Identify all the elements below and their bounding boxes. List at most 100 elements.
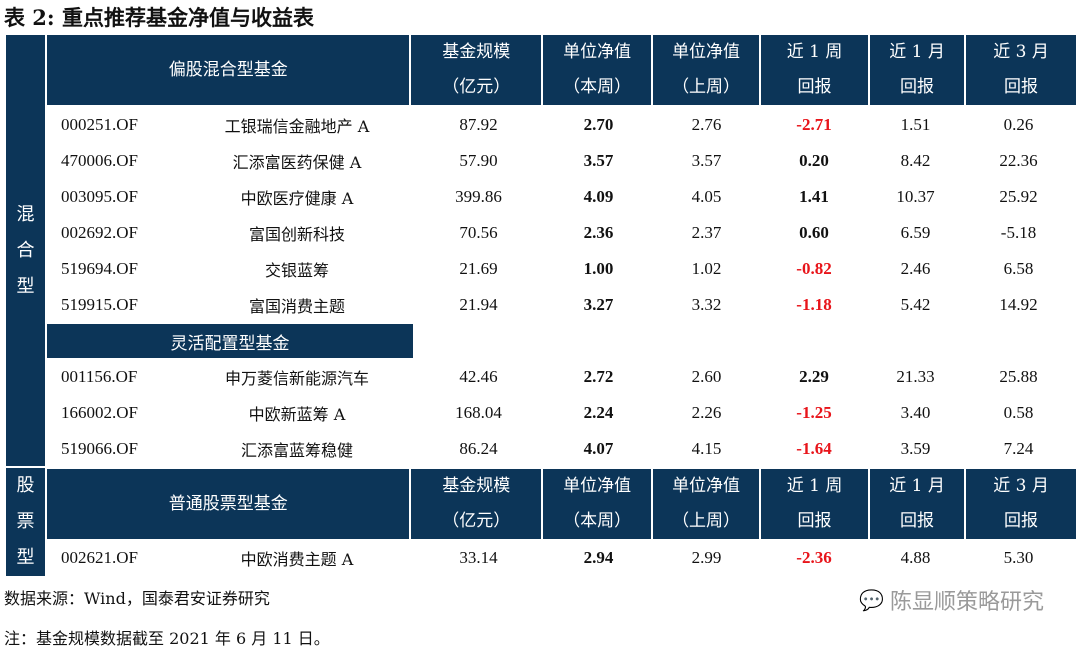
watermark: 💬 陈显顺策略研究 — [859, 584, 1044, 616]
table-row: 000251.OF 工银瑞信金融地产 A 87.92 2.70 2.76 -2.… — [47, 107, 1076, 143]
return-1m: 10.37 — [896, 187, 935, 206]
return-3m: -5.18 — [1000, 223, 1037, 242]
return-1w: -1.18 — [796, 295, 832, 314]
column-header-line: 单位净值 — [563, 42, 632, 62]
fund-code: 519066.OF — [61, 439, 138, 458]
column-header-line: （亿元） — [442, 511, 511, 531]
nav-current: 3.27 — [583, 295, 614, 314]
fund-size: 42.46 — [459, 367, 498, 386]
return-3m: 25.92 — [999, 187, 1038, 206]
fund-code: 002692.OF — [61, 223, 138, 242]
return-3m: 22.36 — [999, 151, 1038, 170]
fund-size: 57.90 — [459, 151, 498, 170]
fund-code: 000251.OF — [61, 115, 138, 134]
nav-previous: 4.05 — [691, 187, 722, 206]
wechat-icon: 💬 — [859, 588, 884, 612]
column-header-line: 回报 — [900, 77, 935, 97]
footnote: 注：基金规模数据截至 2021 年 6 月 11 日。 — [4, 629, 330, 648]
nav-current: 4.09 — [583, 187, 614, 206]
nav-previous: 2.26 — [691, 403, 722, 422]
nav-current: 2.94 — [583, 548, 614, 567]
table-row: 519694.OF 交银蓝筹 21.69 1.00 1.02 -0.82 2.4… — [47, 251, 1076, 287]
fund-size: 21.94 — [459, 295, 498, 314]
fund-size: 33.14 — [459, 548, 498, 567]
nav-current: 4.07 — [583, 439, 614, 458]
fund-size: 87.92 — [459, 115, 498, 134]
column-header-line: 近 1 月 — [889, 476, 945, 496]
nav-current: 2.24 — [583, 403, 614, 422]
fund-size: 399.86 — [455, 187, 502, 206]
nav-previous: 1.02 — [691, 259, 722, 278]
column-header-w1: 近 1 周回报 — [761, 469, 868, 539]
return-1w: -0.82 — [796, 259, 832, 278]
return-3m: 14.92 — [999, 295, 1038, 314]
group-header-flexible: 灵活配置型基金 — [47, 324, 413, 358]
nav-current: 2.72 — [583, 367, 614, 386]
return-3m: 5.30 — [1003, 548, 1034, 567]
return-1m: 3.40 — [900, 403, 931, 422]
nav-previous: 3.32 — [691, 295, 722, 314]
return-1m: 21.33 — [896, 367, 935, 386]
table-title: 表 2: 重点推荐基金净值与收益表 — [4, 5, 314, 30]
fund-name: 申万菱信新能源汽车 — [224, 369, 369, 388]
fund-code: 003095.OF — [61, 187, 138, 206]
side-char: 票 — [16, 511, 35, 532]
column-header-nav_prev: 单位净值 （上周） — [653, 35, 760, 105]
header-row-stock: 普通股票型基金 基金规模 （亿元） 单位净值 （本周） 单位净值 （上周）近 1 周回报近 … — [47, 469, 1076, 539]
fund-name: 中欧新蓝筹 A — [248, 405, 346, 424]
column-header-m3: 近 3 月回报 — [966, 35, 1076, 105]
fund-name: 中欧医疗健康 A — [240, 189, 354, 208]
column-header-line: 近 1 周 — [786, 42, 843, 62]
return-1w: 2.29 — [799, 367, 829, 386]
header-row-mixed: 偏股混合型基金 基金规模 （亿元） 单位净值 （本周） 单位净值 （上周）近 1 周回报近 … — [47, 35, 1076, 105]
column-header-line: 回报 — [797, 77, 832, 97]
nav-current: 3.57 — [583, 151, 614, 170]
side-char: 股 — [16, 475, 35, 496]
fund-code: 001156.OF — [61, 367, 138, 386]
nav-current: 2.70 — [583, 115, 614, 134]
return-1m: 3.59 — [900, 439, 931, 458]
return-1m: 4.88 — [900, 548, 931, 567]
column-header-line: （本周） — [563, 511, 632, 531]
side-char: 型 — [16, 275, 35, 297]
side-char: 型 — [16, 547, 35, 568]
return-3m: 6.58 — [1003, 259, 1034, 278]
table-row: 003095.OF 中欧医疗健康 A 399.86 4.09 4.05 1.41… — [47, 179, 1076, 215]
column-header-line: 单位净值 — [672, 476, 741, 496]
return-1w: 0.60 — [799, 223, 829, 242]
fund-code: 166002.OF — [61, 403, 138, 422]
watermark-text: 陈显顺策略研究 — [889, 590, 1044, 615]
side-char: 混 — [16, 203, 35, 225]
nav-previous: 2.60 — [691, 367, 722, 386]
nav-current: 2.36 — [583, 223, 614, 242]
fund-code: 519915.OF — [61, 295, 138, 314]
nav-current: 1.00 — [583, 259, 614, 278]
return-1m: 2.46 — [900, 259, 931, 278]
column-header-nav_cur: 单位净值 （本周） — [543, 469, 652, 539]
column-header-line: 近 3 月 — [993, 476, 1049, 496]
fund-name: 汇添富医药保健 A — [232, 153, 362, 172]
source-note: 数据来源：Wind，国泰君安证券研究 — [4, 589, 270, 608]
column-header-line: （上周） — [672, 77, 741, 97]
side-label-stock: 股 票 型 — [6, 468, 45, 576]
column-header-line: 基金规模 — [442, 476, 511, 496]
column-header-line: 近 1 周 — [786, 476, 843, 496]
fund-size: 70.56 — [459, 223, 498, 242]
fund-name: 中欧消费主题 A — [240, 550, 354, 569]
column-header-line: （亿元） — [442, 77, 511, 97]
column-header-line: （本周） — [563, 77, 632, 97]
table-row: 001156.OF 申万菱信新能源汽车 42.46 2.72 2.60 2.29… — [47, 359, 1076, 395]
fund-name: 交银蓝筹 — [264, 261, 329, 280]
column-header-m1: 近 1 月回报 — [870, 35, 965, 105]
return-3m: 0.58 — [1003, 403, 1034, 422]
return-1w: -1.25 — [796, 403, 832, 422]
group-header: 普通股票型基金 — [47, 469, 410, 539]
fund-code: 002621.OF — [61, 548, 138, 567]
return-1w: -2.71 — [796, 115, 832, 134]
return-1w: -2.36 — [796, 548, 832, 567]
fund-code: 470006.OF — [61, 151, 138, 170]
return-1m: 5.42 — [900, 295, 931, 314]
nav-previous: 2.76 — [691, 115, 722, 134]
table-row: 519066.OF 汇添富蓝筹稳健 86.24 4.07 4.15 -1.64 … — [47, 431, 1076, 467]
return-1m: 1.51 — [900, 115, 931, 134]
